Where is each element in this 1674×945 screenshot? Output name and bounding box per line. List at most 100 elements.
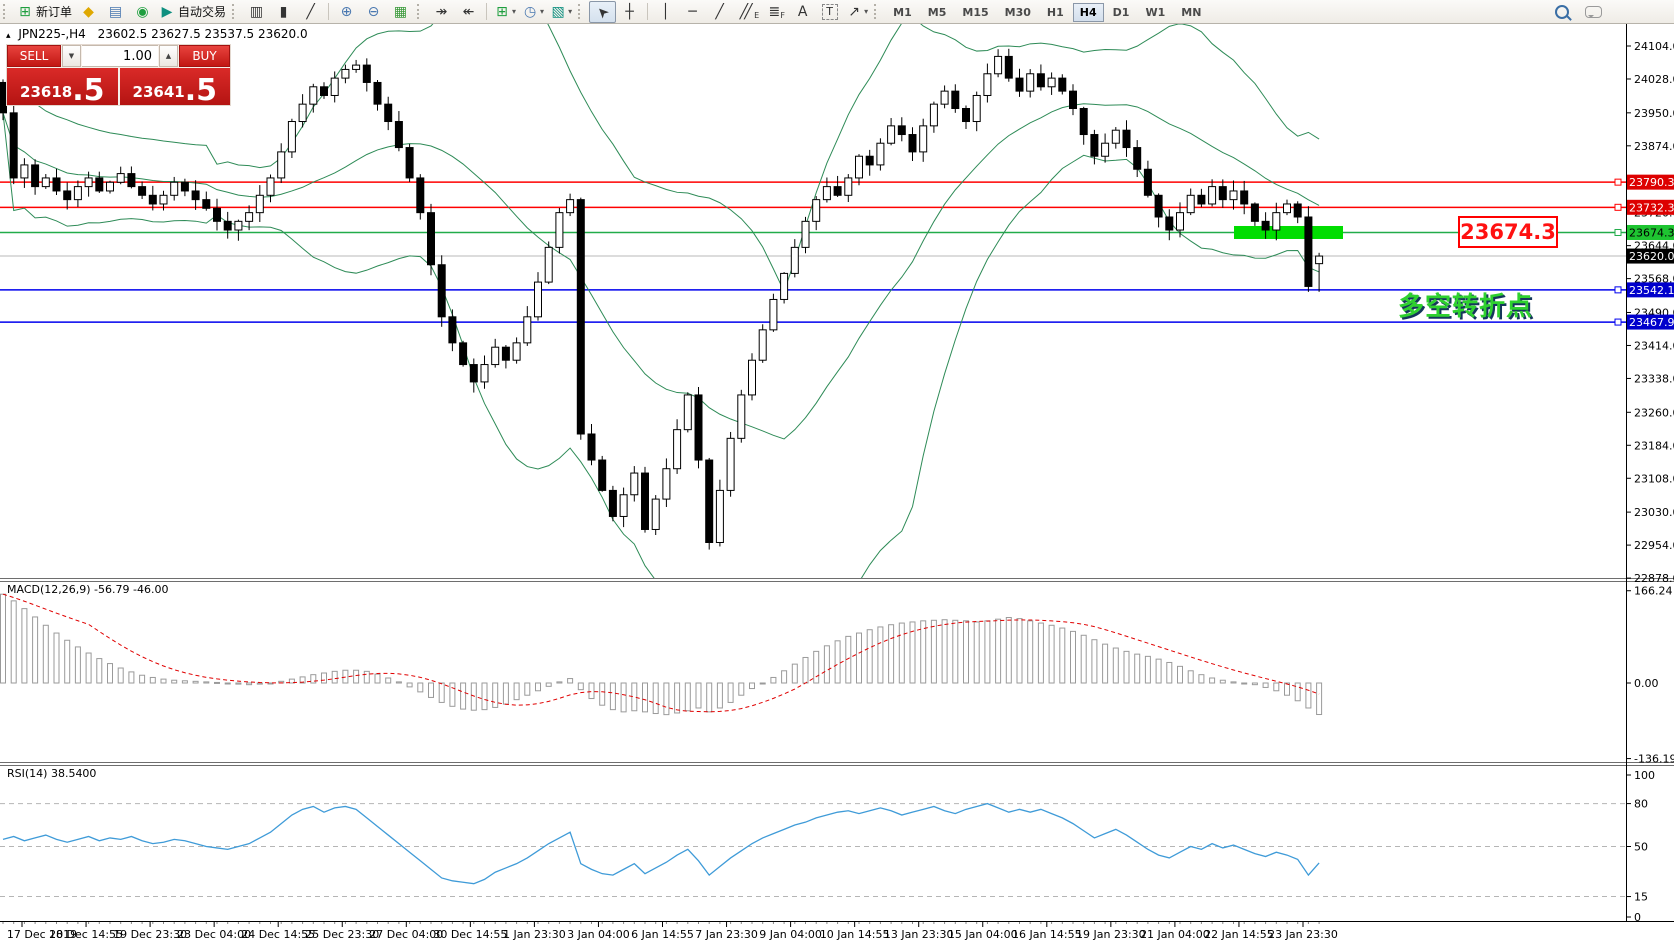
price-level-badge-text: 23542.1 xyxy=(1629,284,1674,297)
new-chart-dropdown[interactable]: ⊞ ▾ xyxy=(491,1,519,23)
macd-tick-label: 0.00 xyxy=(1634,677,1659,690)
time-tick-label: 19 Dec 23:30 xyxy=(113,928,187,941)
chevron-down-icon: ▾ xyxy=(512,7,517,16)
main-price-pane[interactable] xyxy=(0,0,1626,628)
line-object-handle[interactable] xyxy=(1614,178,1622,186)
macd-tick-label: -136.19 xyxy=(1634,753,1674,766)
fibonacci-tool[interactable]: ≣ F xyxy=(762,1,789,23)
chart-shift-button[interactable]: ↞ xyxy=(455,1,482,23)
line-object-handle[interactable] xyxy=(1614,203,1622,211)
timeframe-m30[interactable]: M30 xyxy=(1004,5,1031,19)
timeframe-w1[interactable]: W1 xyxy=(1145,5,1166,19)
candlestick-button[interactable]: ▮ xyxy=(270,1,297,23)
tile-windows-icon: ▦ xyxy=(393,3,408,20)
search-icon[interactable] xyxy=(1555,4,1569,19)
zoom-out-button[interactable]: ⊖ xyxy=(360,1,387,23)
toolbar-grip[interactable] xyxy=(232,4,238,19)
text-label-icon: T xyxy=(821,3,838,20)
quotes-button[interactable]: ◆ xyxy=(75,1,102,23)
price-callout-box[interactable]: 23674.3 xyxy=(1458,216,1558,248)
timeframe-h4[interactable]: H4 xyxy=(1072,2,1104,22)
timeframe-mn[interactable]: MN xyxy=(1181,5,1202,19)
time-tick-label: 21 Jan 04:00 xyxy=(1140,928,1210,941)
toolbar-grip[interactable] xyxy=(417,4,423,19)
auto-trading-button[interactable]: ▶ 自动交易 xyxy=(156,1,229,23)
templates-dropdown[interactable]: ▧ ▾ xyxy=(547,1,575,23)
trendline-tool[interactable]: ╱ xyxy=(706,1,733,23)
toolbar-grip[interactable] xyxy=(3,4,9,19)
macd-pane[interactable] xyxy=(0,593,1323,716)
volume-decrease-button[interactable]: ▼ xyxy=(62,45,81,67)
volume-input[interactable]: 1.00 xyxy=(82,45,158,67)
timeframe-m15[interactable]: M15 xyxy=(962,5,989,19)
timeframe-d1[interactable]: D1 xyxy=(1112,5,1130,19)
scroll-to-end-button[interactable]: ↠ xyxy=(428,1,455,23)
sell-price[interactable]: 23618 .5 xyxy=(7,68,118,106)
channel-sub-label: E xyxy=(754,11,760,20)
time-tick-label: 1 Jan 23:30 xyxy=(503,928,566,941)
arrows-icon: ↗ xyxy=(848,3,860,20)
candlestick-icon: ▮ xyxy=(279,3,288,20)
time-tick-label: 18 Dec 14:55 xyxy=(49,928,123,941)
bollinger-upper-band xyxy=(2,24,1320,293)
time-tick-label: 23 Jan 23:30 xyxy=(1268,928,1338,941)
volume-increase-button[interactable]: ▲ xyxy=(159,45,178,67)
channel-tool[interactable]: ╱╱ E xyxy=(733,1,762,23)
horizontal-line-icon: ─ xyxy=(688,3,697,20)
profiles-icon: ▤ xyxy=(108,3,123,20)
price-level-badge xyxy=(1627,199,1674,215)
vertical-line-icon: │ xyxy=(661,3,670,20)
line-object-handle[interactable] xyxy=(1614,286,1622,294)
text-tool[interactable]: A xyxy=(789,1,816,23)
buy-price[interactable]: 23641 .5 xyxy=(119,68,230,106)
time-tick-label: 10 Jan 14:55 xyxy=(820,928,890,941)
new-order-button[interactable]: ⊞ 新订单 xyxy=(14,1,75,23)
sell-price-main: 23618 xyxy=(20,83,73,101)
crosshair-tool-button[interactable]: ┼ xyxy=(616,1,643,23)
profiles-button[interactable]: ▤ xyxy=(102,1,129,23)
toolbar-grip[interactable] xyxy=(874,4,880,19)
horizontal-line-tool[interactable]: ─ xyxy=(679,1,706,23)
line-object-handle[interactable] xyxy=(1614,318,1622,326)
zoom-out-icon: ⊖ xyxy=(367,3,380,20)
vertical-line-tool[interactable]: │ xyxy=(652,1,679,23)
zoom-in-button[interactable]: ⊕ xyxy=(333,1,360,23)
toolbar-grip[interactable] xyxy=(578,4,584,19)
chat-icon[interactable] xyxy=(1585,5,1602,18)
rsi-pane[interactable] xyxy=(0,802,1626,898)
toolbar-separator xyxy=(486,3,488,20)
timeframe-h1[interactable]: H1 xyxy=(1046,5,1064,19)
cursor-tool-button[interactable]: ➤ xyxy=(589,0,617,23)
timeframe-m5[interactable]: M5 xyxy=(927,5,947,19)
line-object-handle[interactable] xyxy=(1614,228,1622,236)
crosshair-icon: ┼ xyxy=(625,3,634,20)
signals-button[interactable]: ◉ xyxy=(129,1,156,23)
time-tick-label: 27 Dec 04:00 xyxy=(369,928,443,941)
price-tick-label: 23260.0 xyxy=(1634,406,1674,419)
quotes-icon: ◆ xyxy=(83,3,94,20)
fibonacci-icon: ≣ xyxy=(768,3,781,20)
periods-dropdown[interactable]: ◷ ▾ xyxy=(519,1,547,23)
time-tick-label: 24 Dec 14:55 xyxy=(241,928,315,941)
time-tick-label: 15 Jan 04:00 xyxy=(948,928,1018,941)
turning-point-annotation[interactable]: 多空转折点 xyxy=(1398,292,1534,322)
time-tick-label: 6 Jan 14:55 xyxy=(631,928,694,941)
buy-button[interactable]: BUY xyxy=(179,45,230,67)
price-level-badge-text: 23467.9 xyxy=(1629,316,1674,329)
timeframe-m1[interactable]: M1 xyxy=(893,5,912,19)
collapse-panel-icon[interactable]: ▴ xyxy=(6,31,11,41)
time-tick-label: 3 Jan 04:00 xyxy=(567,928,630,941)
chevron-down-icon: ▾ xyxy=(568,7,573,16)
support-highlight-segment[interactable] xyxy=(1234,225,1343,239)
text-label-tool[interactable]: T xyxy=(816,1,843,23)
rsi-tick-label: 80 xyxy=(1634,798,1648,811)
arrows-dropdown[interactable]: ↗ ▾ xyxy=(843,1,871,23)
bar-chart-button[interactable]: ▥ xyxy=(243,1,270,23)
sell-button[interactable]: SELL xyxy=(7,45,61,67)
channel-icon: ╱╱ xyxy=(739,3,753,20)
tile-windows-button[interactable]: ▦ xyxy=(387,1,414,23)
price-tick-label: 23030.0 xyxy=(1634,506,1674,519)
line-chart-button[interactable]: ╱ xyxy=(297,1,324,23)
timeframe-group: M1 M5 M15 M30 H1 H4 D1 W1 MN xyxy=(885,2,1209,22)
